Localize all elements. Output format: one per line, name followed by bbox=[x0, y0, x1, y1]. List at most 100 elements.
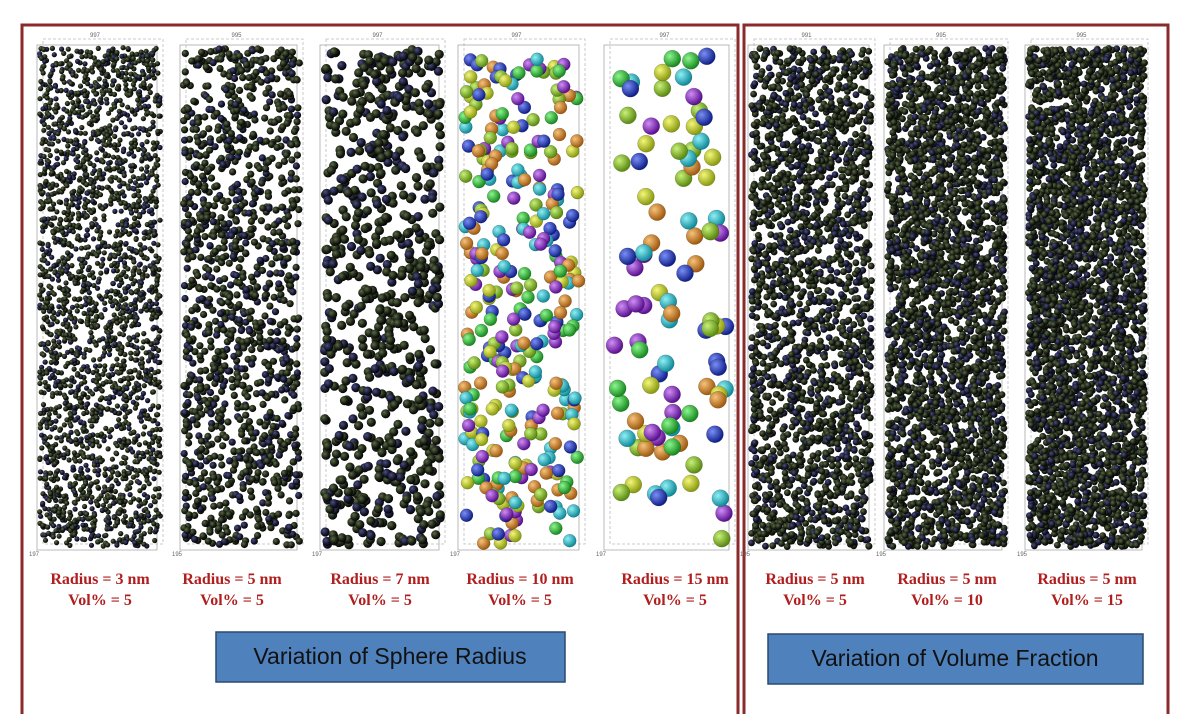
sphere bbox=[236, 134, 244, 142]
sphere bbox=[271, 479, 279, 487]
vol-caption: Vol% = 5 bbox=[348, 592, 412, 609]
sphere bbox=[96, 496, 102, 502]
sphere bbox=[58, 438, 64, 444]
sphere bbox=[38, 375, 44, 381]
sphere bbox=[154, 92, 160, 98]
sphere bbox=[92, 117, 98, 123]
sphere bbox=[537, 134, 551, 148]
sphere bbox=[471, 144, 485, 158]
sphere bbox=[184, 227, 192, 235]
sphere bbox=[271, 118, 279, 126]
sphere bbox=[435, 130, 445, 140]
sphere bbox=[62, 337, 68, 343]
sphere bbox=[120, 310, 126, 316]
sphere bbox=[80, 68, 86, 74]
sphere bbox=[196, 285, 204, 293]
sphere bbox=[278, 239, 286, 247]
sphere bbox=[348, 352, 358, 362]
sphere bbox=[365, 56, 375, 66]
sphere bbox=[427, 193, 437, 203]
sphere bbox=[54, 319, 60, 325]
sphere bbox=[402, 494, 412, 504]
sphere bbox=[89, 423, 95, 429]
sphere bbox=[118, 208, 124, 214]
sphere bbox=[214, 486, 222, 494]
sphere bbox=[150, 494, 157, 500]
sphere bbox=[551, 187, 565, 202]
sphere bbox=[85, 198, 91, 205]
sphere bbox=[63, 201, 69, 207]
sphere bbox=[200, 310, 208, 319]
sphere bbox=[356, 138, 366, 148]
sphere bbox=[126, 117, 133, 123]
sphere bbox=[138, 418, 144, 424]
sphere bbox=[150, 346, 156, 352]
sphere bbox=[335, 149, 345, 159]
sphere bbox=[235, 187, 243, 196]
sphere bbox=[127, 492, 133, 498]
sphere bbox=[329, 107, 339, 117]
sphere bbox=[413, 279, 423, 289]
sphere bbox=[183, 240, 191, 248]
sphere bbox=[45, 459, 51, 466]
sphere bbox=[406, 447, 416, 457]
sphere bbox=[40, 106, 46, 112]
sphere bbox=[270, 293, 278, 301]
sphere bbox=[418, 121, 428, 131]
sphere bbox=[65, 205, 72, 211]
sphere bbox=[65, 209, 72, 215]
sphere bbox=[51, 310, 57, 316]
sphere bbox=[127, 368, 134, 374]
sphere bbox=[508, 529, 522, 543]
sphere bbox=[150, 267, 156, 273]
sphere bbox=[376, 168, 386, 178]
sphere bbox=[382, 459, 392, 469]
sphere bbox=[370, 364, 380, 374]
sphere bbox=[214, 126, 222, 134]
sphere bbox=[61, 452, 67, 458]
sphere bbox=[278, 203, 286, 211]
sphere bbox=[565, 208, 580, 223]
sphere bbox=[358, 410, 368, 420]
sphere bbox=[89, 69, 96, 75]
sphere bbox=[184, 398, 192, 407]
sphere bbox=[323, 441, 333, 451]
sphere bbox=[425, 345, 435, 355]
sphere bbox=[504, 403, 519, 417]
sphere bbox=[221, 275, 229, 283]
sphere bbox=[116, 385, 123, 391]
sphere bbox=[365, 144, 375, 154]
sphere bbox=[474, 432, 489, 447]
sphere bbox=[338, 92, 348, 102]
sphere bbox=[113, 299, 119, 305]
sphere bbox=[44, 441, 50, 447]
sphere bbox=[180, 450, 188, 458]
sphere bbox=[85, 68, 91, 74]
sphere bbox=[93, 342, 99, 348]
sphere bbox=[55, 131, 61, 137]
sphere bbox=[110, 469, 116, 475]
sphere bbox=[114, 85, 120, 92]
sphere bbox=[334, 430, 344, 441]
sphere bbox=[61, 378, 67, 384]
sphere bbox=[95, 484, 101, 490]
sphere bbox=[263, 342, 271, 350]
sphere bbox=[219, 160, 227, 169]
sphere bbox=[56, 404, 63, 410]
sphere bbox=[106, 229, 113, 235]
sphere bbox=[50, 534, 56, 540]
sphere bbox=[389, 366, 399, 377]
sphere bbox=[39, 324, 46, 330]
sphere bbox=[233, 180, 241, 188]
sphere bbox=[147, 529, 153, 535]
sphere bbox=[240, 344, 248, 352]
sphere bbox=[213, 265, 221, 273]
sphere bbox=[413, 298, 423, 308]
sphere bbox=[507, 191, 521, 205]
sphere bbox=[539, 466, 553, 480]
sphere bbox=[116, 510, 122, 517]
sphere bbox=[76, 67, 82, 73]
sphere bbox=[119, 324, 125, 330]
sphere bbox=[358, 174, 368, 184]
